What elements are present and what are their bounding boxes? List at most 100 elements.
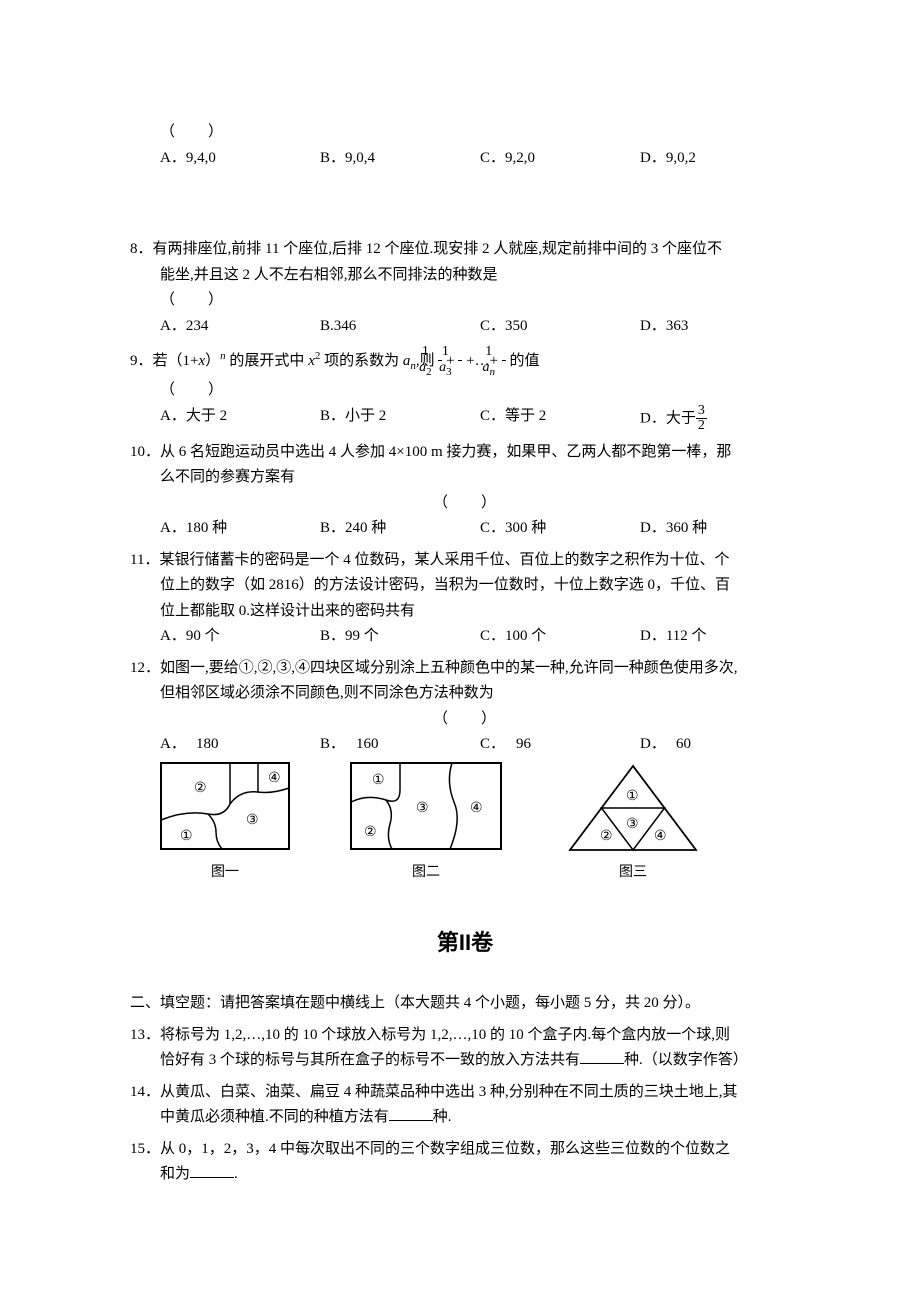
q-number: 10． (130, 444, 160, 460)
region-label-1: ① (372, 773, 385, 788)
q8-option-c: C．350 (480, 314, 640, 340)
q10-bracket-row: （ ） (130, 491, 800, 517)
q-text: 从 0，1，2，3，4 中每次取出不同的三个数字组成三位数，那么这些三位数的个位… (160, 1141, 730, 1157)
q11-line1: 11．某银行储蓄卡的密码是一个 4 位数码，某人采用千位、百位上的数字之积作为十… (130, 548, 800, 574)
q8-option-b: B.346 (320, 314, 480, 340)
figure-1: ② ④ ③ ① 图一 (160, 762, 290, 884)
answer-bracket: （ ） (160, 382, 224, 398)
region-label-3: ③ (626, 817, 639, 832)
q10-option-d: D．360 种 (640, 516, 800, 542)
figure-3-caption: 图三 (562, 860, 704, 884)
q-number: 11． (130, 552, 159, 568)
opt-value: 小于 2 (345, 408, 386, 424)
text: 恰好有 3 个球的标号与其所在盒子的标号不一致的放入方法共有 (160, 1052, 580, 1068)
q10-line2: 么不同的参赛方案有 (130, 465, 800, 491)
fill-blank (580, 1048, 624, 1064)
region-label-2: ② (600, 829, 613, 844)
q15: 15．从 0，1，2，3，4 中每次取出不同的三个数字组成三位数，那么这些三位数… (130, 1137, 800, 1188)
var-x: x (308, 353, 315, 369)
opt-label: A． (160, 318, 186, 334)
opt-label: B． (320, 150, 345, 166)
opt-label: C． (480, 318, 505, 334)
numerator: 1 (458, 345, 462, 361)
opt-label: C． (480, 520, 505, 536)
opt-value: 240 种 (345, 520, 386, 536)
q12-option-d: D．60 (640, 732, 800, 758)
q14-line2: 中黄瓜必须种植.不同的种植方法有种. (130, 1105, 800, 1131)
region-border (386, 800, 392, 849)
region-border (449, 763, 457, 849)
q8-line1: 8．有两排座位,前排 11 个座位,后排 12 个座位.现安排 2 人就座,规定… (130, 237, 800, 263)
fill-blank-heading: 二、填空题：请把答案填在题中横线上（本大题共 4 个小题，每小题 5 分，共 2… (130, 991, 800, 1017)
opt-value: 346 (334, 318, 357, 334)
fraction: 1an (502, 345, 506, 378)
opt-label: B． (320, 732, 356, 758)
opt-label: C． (480, 628, 505, 644)
figure-2-svg: ① ② ③ ④ (350, 762, 502, 858)
opt-value: 300 种 (505, 520, 546, 536)
opt-label: D． (640, 410, 666, 426)
opt-label: B． (320, 628, 345, 644)
q9-option-d: D．大于32 (640, 404, 800, 434)
sub: 3 (446, 365, 452, 377)
opt-label: D． (640, 520, 666, 536)
q15-line2: 和为. (130, 1162, 800, 1188)
q-text: 从 6 名短跑运动员中选出 4 人参加 4×100 m 接力赛，如果甲、乙两人都… (160, 444, 731, 460)
q10: 10．从 6 名短跑运动员中选出 4 人参加 4×100 m 接力赛，如果甲、乙… (130, 440, 800, 542)
q9-options: A．大于 2 B．小于 2 C．等于 2 D．大于32 (160, 404, 800, 434)
figure-2: ① ② ③ ④ 图二 (350, 762, 502, 884)
opt-label: C． (480, 732, 516, 758)
q10-option-a: A．180 种 (160, 516, 320, 542)
opt-value: 大于 2 (186, 408, 227, 424)
q11-options: A．90 个 B．99 个 C．100 个 D．112 个 (160, 624, 800, 650)
q8-option-d: D．363 (640, 314, 800, 340)
opt-value: 363 (666, 318, 689, 334)
q14-line1: 14．从黄瓜、白菜、油菜、扁豆 4 种蔬菜品种中选出 3 种,分别种在不同土质的… (130, 1080, 800, 1106)
opt-value: 100 个 (505, 628, 546, 644)
opt-value: 180 (196, 736, 219, 752)
region-label-4: ④ (470, 801, 483, 816)
q12-option-c: C．96 (480, 732, 640, 758)
q12-line2: 但相邻区域必须涂不同颜色,则不同涂色方法种数为 (130, 681, 800, 707)
fraction: 1a3 (458, 345, 462, 378)
opt-value: 等于 2 (505, 408, 546, 424)
fill-blank (389, 1105, 433, 1121)
opt-label: D． (640, 318, 666, 334)
opt-value: 60 (676, 736, 691, 752)
opt-value: 180 种 (186, 520, 227, 536)
region-label-4: ④ (268, 771, 281, 786)
q12-figures: ② ④ ③ ① 图一 ① ② ③ ④ 图二 (160, 762, 800, 884)
q-text: 某银行储蓄卡的密码是一个 4 位数码，某人采用千位、百位上的数字之积作为十位、个 (159, 552, 729, 568)
q12-options: A．180 B．160 C．96 D．60 (160, 732, 800, 758)
q10-option-b: B．240 种 (320, 516, 480, 542)
q12-bracket-row: （ ） (130, 707, 800, 733)
region-label-3: ③ (246, 813, 259, 828)
opt-label: C． (480, 408, 505, 424)
q11-option-c: C．100 个 (480, 624, 640, 650)
q11-option-a: A．90 个 (160, 624, 320, 650)
sub: 2 (426, 365, 432, 377)
q-text: 有两排座位,前排 11 个座位,后排 12 个座位.现安排 2 人就座,规定前排… (153, 241, 722, 257)
denominator: 2 (696, 419, 707, 434)
q10-line1: 10．从 6 名短跑运动员中选出 4 人参加 4×100 m 接力赛，如果甲、乙… (130, 440, 800, 466)
opt-label: A． (160, 520, 186, 536)
text: 若（1+ (153, 353, 199, 369)
opt-value: 360 种 (666, 520, 707, 536)
text: 项的系数为 (320, 353, 403, 369)
q13-line2: 恰好有 3 个球的标号与其所在盒子的标号不一致的放入方法共有种.（以数字作答） (130, 1048, 800, 1074)
var-a: a (483, 360, 490, 375)
q7-option-c: C．9,2,0 (480, 146, 640, 172)
q8-options: A．234 B.346 C．350 D．363 (160, 314, 800, 340)
q-text: 如图一,要给①,②,③,④四块区域分别涂上五种颜色中的某一种,允许同一种颜色使用… (160, 660, 738, 676)
region-border (230, 763, 258, 804)
q12-option-a: A．180 (160, 732, 320, 758)
opt-value: 96 (516, 736, 531, 752)
q7-options: A．9,4,0 B．9,0,4 C．9,2,0 D．9,0,2 (160, 146, 800, 172)
opt-value: 350 (505, 318, 528, 334)
q12-option-b: B．160 (320, 732, 480, 758)
opt-value: 234 (186, 318, 209, 334)
opt-label: A． (160, 732, 196, 758)
exam-page: （ ） A．9,4,0 B．9,0,4 C．9,2,0 D．9,0,2 8．有两… (0, 0, 920, 1248)
text: 和为 (160, 1166, 190, 1182)
q10-options: A．180 种 B．240 种 C．300 种 D．360 种 (160, 516, 800, 542)
